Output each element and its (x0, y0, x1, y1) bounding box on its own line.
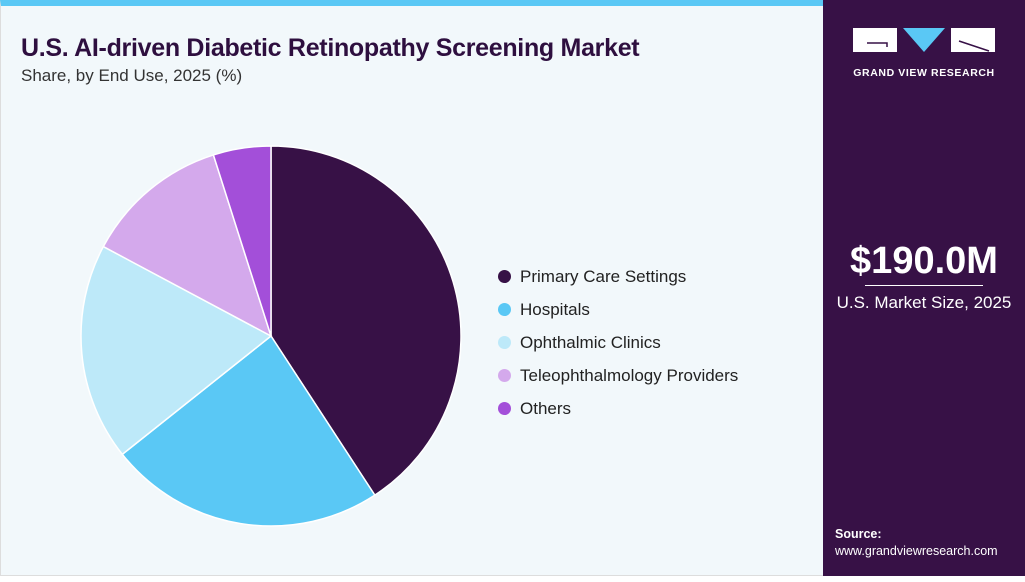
legend-dot-icon (498, 369, 511, 382)
logo-text: GRAND VIEW RESEARCH (853, 67, 995, 79)
legend-label: Others (520, 398, 572, 418)
pie-slice-teleophthalmology-providers (102, 153, 273, 338)
legend-label: Teleophthalmology Providers (520, 365, 739, 385)
legend: Primary Care Settings Hospitals Ophthalmic… (498, 260, 738, 425)
legend-label: Primary Care Settings (520, 266, 687, 286)
legend-item: Others (498, 392, 738, 425)
source-label: Source: (835, 527, 882, 541)
source-link[interactable]: www.grandviewresearch.com (835, 544, 998, 558)
legend-dot-icon (498, 336, 511, 349)
legend-item: Ophthalmic Clinics (498, 326, 738, 359)
pie-chart (80, 145, 462, 527)
legend-dot-icon (498, 303, 511, 316)
chart-title: U.S. AI-driven Diabetic Retinopathy Scre… (21, 34, 640, 62)
legend-label: Hospitals (520, 299, 590, 319)
logo-mark-icon (853, 28, 995, 52)
market-size-value: $190.0M (850, 240, 998, 282)
sidebar: GRAND VIEW RESEARCH $190.0M U.S. Market … (823, 0, 1025, 576)
pie-slice-hospitals (121, 334, 376, 527)
source: Source: www.grandviewresearch.com (835, 526, 998, 560)
market-size-label: U.S. Market Size, 2025 (836, 293, 1012, 312)
legend-item: Teleophthalmology Providers (498, 359, 738, 392)
legend-dot-icon (498, 402, 511, 415)
legend-dot-icon (498, 270, 511, 283)
divider (865, 285, 983, 286)
gvr-logo: GRAND VIEW RESEARCH (853, 28, 995, 79)
legend-item: Primary Care Settings (498, 260, 738, 293)
legend-label: Ophthalmic Clinics (520, 332, 661, 352)
pie-slice-others (212, 145, 272, 337)
chart-subtitle: Share, by End Use, 2025 (%) (21, 66, 243, 85)
pie-slice-ophthalmic-clinics (80, 245, 273, 456)
legend-item: Hospitals (498, 293, 738, 326)
chart-panel: U.S. AI-driven Diabetic Retinopathy Scre… (0, 0, 823, 576)
